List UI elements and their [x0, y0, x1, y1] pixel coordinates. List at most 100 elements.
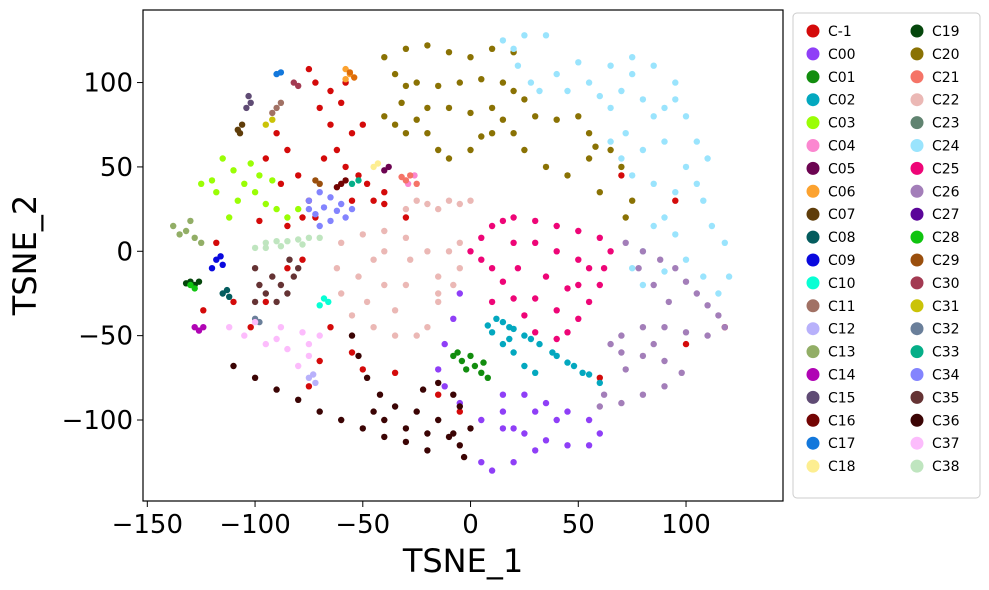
point-C02-10 — [549, 349, 556, 356]
point-C36-25 — [467, 425, 474, 432]
point-C-1-14 — [348, 197, 356, 204]
point-C22-18 — [407, 256, 414, 263]
point-C20-13 — [499, 79, 507, 86]
point-C00-10 — [564, 442, 571, 449]
point-C24-41 — [639, 281, 647, 289]
point-C25-8 — [600, 265, 608, 272]
point-C-1-35 — [596, 374, 603, 381]
point-C25-23 — [532, 239, 539, 246]
legend-marker — [806, 276, 820, 290]
point-C36-29 — [424, 430, 431, 437]
point-C02-0 — [493, 315, 500, 322]
legend-label: C04 — [828, 139, 856, 155]
point-C08-0 — [219, 290, 226, 297]
point-C25-13 — [553, 335, 560, 343]
point-C00-6 — [478, 416, 485, 424]
point-C25-1 — [499, 217, 507, 225]
point-C24-21 — [693, 180, 700, 187]
point-C00-19 — [510, 425, 517, 432]
point-C-1-11 — [363, 180, 371, 187]
point-C37-8 — [251, 318, 259, 326]
legend-label: C13 — [828, 345, 856, 361]
legend-marker — [806, 253, 820, 267]
series-C22 — [333, 197, 474, 339]
point-C10-1 — [316, 302, 323, 309]
legend-label: C24 — [932, 139, 960, 155]
point-C00-22 — [488, 467, 496, 474]
point-C24-7 — [553, 70, 560, 78]
point-C03-4 — [251, 189, 259, 196]
point-C25-14 — [532, 329, 539, 336]
legend-item-C32: C32 — [910, 322, 960, 338]
legend-label: C34 — [932, 368, 960, 384]
point-C26-21 — [618, 399, 625, 407]
point-C-1-5 — [348, 130, 356, 137]
legend-label: C26 — [932, 184, 960, 200]
point-C25-27 — [564, 285, 571, 292]
point-C25-11 — [575, 315, 582, 322]
point-C17-1 — [277, 69, 285, 76]
point-C-1-13 — [381, 200, 388, 208]
point-C36-10 — [348, 332, 356, 339]
legend-label: C23 — [932, 116, 960, 132]
point-C20-24 — [413, 116, 420, 123]
legend-item-C38: C38 — [910, 459, 960, 475]
point-C36-26 — [370, 408, 377, 415]
point-C36-1 — [251, 374, 259, 381]
point-C03-12 — [198, 180, 205, 187]
legend-item-C12: C12 — [806, 322, 856, 338]
point-C22-16 — [391, 307, 399, 314]
point-C36-7 — [381, 433, 388, 441]
series-C02 — [484, 315, 603, 387]
legend-label: C08 — [828, 230, 856, 246]
point-C33-1 — [355, 177, 362, 184]
point-C20-7 — [391, 70, 399, 78]
point-C-1-16 — [284, 146, 291, 154]
point-C00-12 — [596, 430, 603, 437]
point-C24-13 — [629, 70, 636, 78]
legend-marker — [806, 47, 820, 61]
series-C00 — [435, 290, 603, 474]
point-C24-18 — [682, 113, 690, 120]
point-C34-7 — [312, 211, 319, 218]
series-C31 — [262, 116, 276, 128]
point-C26-17 — [661, 357, 668, 365]
point-C03-2 — [208, 177, 216, 184]
point-C24-17 — [672, 96, 679, 103]
point-C20-9 — [413, 79, 420, 86]
point-C00-15 — [542, 399, 550, 407]
point-C25-21 — [478, 234, 485, 241]
point-C20-1 — [402, 45, 410, 52]
legend-label: C14 — [828, 368, 856, 384]
point-C36-6 — [359, 425, 366, 432]
point-C20-30 — [488, 130, 496, 137]
point-C00-3 — [435, 366, 442, 373]
point-C36-22 — [435, 379, 442, 387]
point-C26-18 — [678, 369, 685, 376]
point-C38-5 — [305, 234, 313, 241]
point-C26-2 — [657, 256, 664, 263]
point-C-1-32 — [391, 369, 399, 376]
point-C24-26 — [639, 146, 647, 154]
point-C38-4 — [295, 236, 302, 243]
point-C-1-10 — [355, 172, 362, 179]
point-C18-1 — [374, 160, 382, 167]
legend-item-C29: C29 — [910, 253, 960, 269]
point-C22-1 — [333, 265, 341, 272]
point-C-1-22 — [284, 265, 291, 272]
point-C35-4 — [269, 273, 276, 280]
legend-label: C33 — [932, 345, 960, 361]
point-C00-18 — [499, 408, 507, 415]
point-C36-16 — [435, 416, 442, 424]
point-C20-37 — [607, 146, 614, 154]
point-C26-1 — [639, 248, 647, 255]
point-C38-7 — [277, 243, 285, 250]
point-C02-3 — [536, 340, 543, 348]
point-C24-29 — [700, 197, 707, 204]
point-C26-22 — [596, 403, 603, 410]
legend-item-C19: C19 — [910, 24, 960, 40]
point-C02-9 — [564, 359, 571, 366]
point-C03-14 — [284, 214, 291, 221]
series-C05 — [381, 163, 392, 174]
legend-item-C10: C10 — [806, 276, 856, 292]
